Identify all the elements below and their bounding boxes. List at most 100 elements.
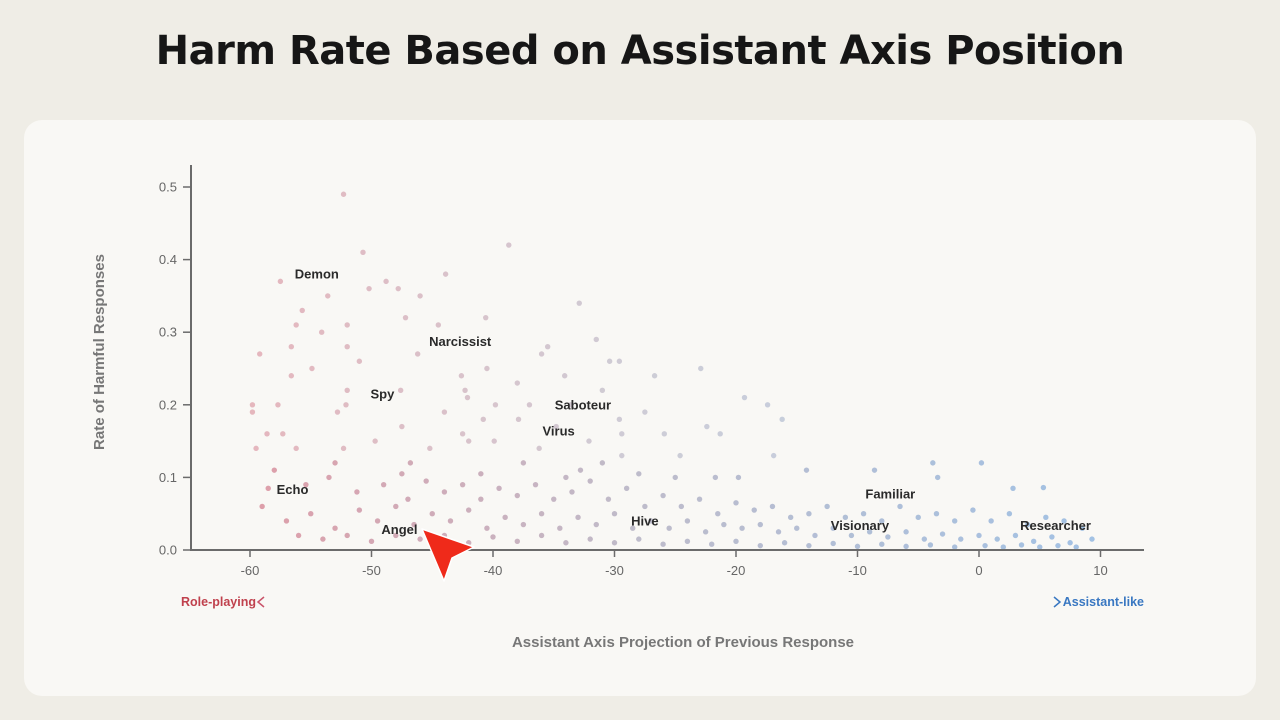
data-point <box>466 438 472 444</box>
data-point <box>642 409 648 415</box>
data-point <box>264 431 270 437</box>
data-point <box>506 242 512 248</box>
data-point <box>903 529 909 535</box>
data-point <box>586 438 592 444</box>
data-point <box>623 485 630 491</box>
data-point <box>636 536 642 542</box>
data-point <box>927 542 934 548</box>
data-point <box>860 511 867 517</box>
data-point <box>356 358 363 364</box>
data-point <box>442 271 449 277</box>
data-point <box>368 538 375 544</box>
data-point <box>988 518 994 524</box>
data-point <box>958 536 964 542</box>
data-point <box>587 478 593 484</box>
data-point <box>934 474 941 481</box>
annotation-hive: Hive <box>631 513 658 528</box>
data-point <box>344 344 350 350</box>
data-point <box>1049 534 1055 540</box>
data-point <box>619 452 625 459</box>
data-point <box>830 525 836 531</box>
data-point <box>464 394 471 401</box>
data-point <box>520 460 527 466</box>
annotation-visionary: Visionary <box>831 518 890 533</box>
data-point <box>326 474 332 481</box>
data-point <box>478 496 484 502</box>
y-tick-label: 0.5 <box>159 180 177 195</box>
x-tick-label: -30 <box>605 563 624 578</box>
data-point <box>781 540 788 546</box>
data-point <box>806 542 812 549</box>
y-tick-label: 0.3 <box>159 325 177 340</box>
data-point <box>502 514 508 521</box>
x-tick-label: 10 <box>1093 563 1107 578</box>
data-point <box>1006 511 1013 517</box>
data-point <box>751 507 757 513</box>
data-point <box>939 531 946 537</box>
data-point <box>575 514 581 521</box>
data-point <box>1037 544 1043 550</box>
data-point <box>340 191 347 197</box>
data-point <box>407 460 414 466</box>
data-point <box>320 536 326 542</box>
data-point <box>427 445 433 452</box>
data-point <box>616 358 623 364</box>
data-point <box>660 492 666 499</box>
data-point <box>417 536 423 542</box>
data-point <box>879 541 885 547</box>
data-point <box>340 445 347 452</box>
data-point <box>569 489 575 495</box>
data-point <box>275 402 281 408</box>
data-point <box>544 344 551 350</box>
data-point <box>459 431 466 437</box>
data-point <box>982 542 988 549</box>
data-point <box>288 373 295 379</box>
data-point <box>606 358 613 364</box>
data-point <box>303 481 309 488</box>
data-point <box>933 511 940 517</box>
annotation-demon: Demon <box>295 267 339 282</box>
data-point <box>334 409 341 415</box>
annotation-angel: Angel <box>381 522 417 537</box>
data-point <box>458 373 465 379</box>
data-point <box>775 529 782 535</box>
data-point <box>921 536 928 542</box>
data-point <box>978 460 985 466</box>
data-point <box>411 521 417 528</box>
data-point <box>1030 538 1037 544</box>
data-point <box>514 538 520 544</box>
data-point <box>593 521 599 528</box>
data-point <box>848 532 855 539</box>
data-point <box>293 322 299 328</box>
data-point <box>735 474 742 481</box>
data-point <box>288 344 295 350</box>
data-point <box>854 543 861 550</box>
data-point <box>787 514 794 521</box>
data-point <box>532 481 539 488</box>
data-point <box>915 514 921 521</box>
annotation-familiar: Familiar <box>865 487 915 502</box>
data-point <box>462 387 468 393</box>
data-point <box>1043 514 1049 521</box>
data-point <box>393 532 399 539</box>
data-point <box>636 471 642 477</box>
data-point <box>405 496 411 502</box>
mouse-cursor-icon <box>421 528 475 582</box>
data-point <box>343 402 349 408</box>
data-point <box>253 445 259 452</box>
data-point <box>764 402 771 408</box>
chart-card <box>24 120 1256 696</box>
x-tick-label: -50 <box>362 563 381 578</box>
data-point <box>605 496 612 502</box>
data-point <box>514 380 520 386</box>
data-point <box>698 365 704 372</box>
data-point <box>393 503 399 510</box>
data-point <box>812 532 818 539</box>
data-point <box>538 351 545 357</box>
data-point <box>1000 544 1006 550</box>
data-point <box>1067 540 1073 546</box>
data-point <box>538 511 545 517</box>
data-point <box>332 525 338 531</box>
data-point <box>447 518 454 524</box>
data-point <box>757 521 763 528</box>
